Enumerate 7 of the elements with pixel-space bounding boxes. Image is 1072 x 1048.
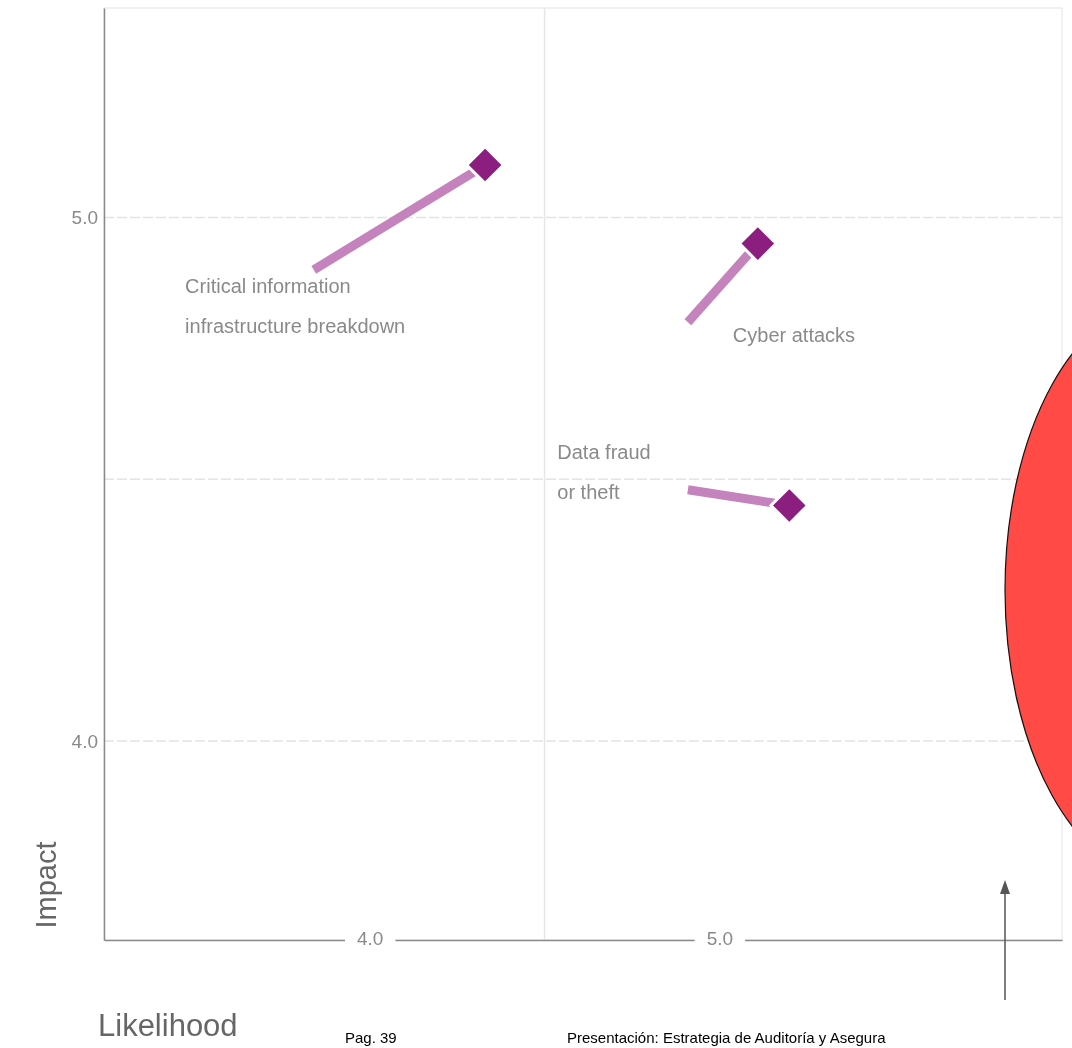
x-axis-title: Likelihood — [98, 1008, 238, 1043]
text: Critical information infrastructure breakdown — [185, 275, 406, 338]
y-axis-title: Impact — [30, 841, 62, 929]
text: Pag. 39 — [345, 1029, 397, 1046]
series-label: Data fraud or theft — [557, 441, 651, 504]
text: Presentación: Estrategia de Auditoría y Asegura — [567, 1029, 887, 1046]
series-label: Cyber attacks — [732, 323, 856, 346]
